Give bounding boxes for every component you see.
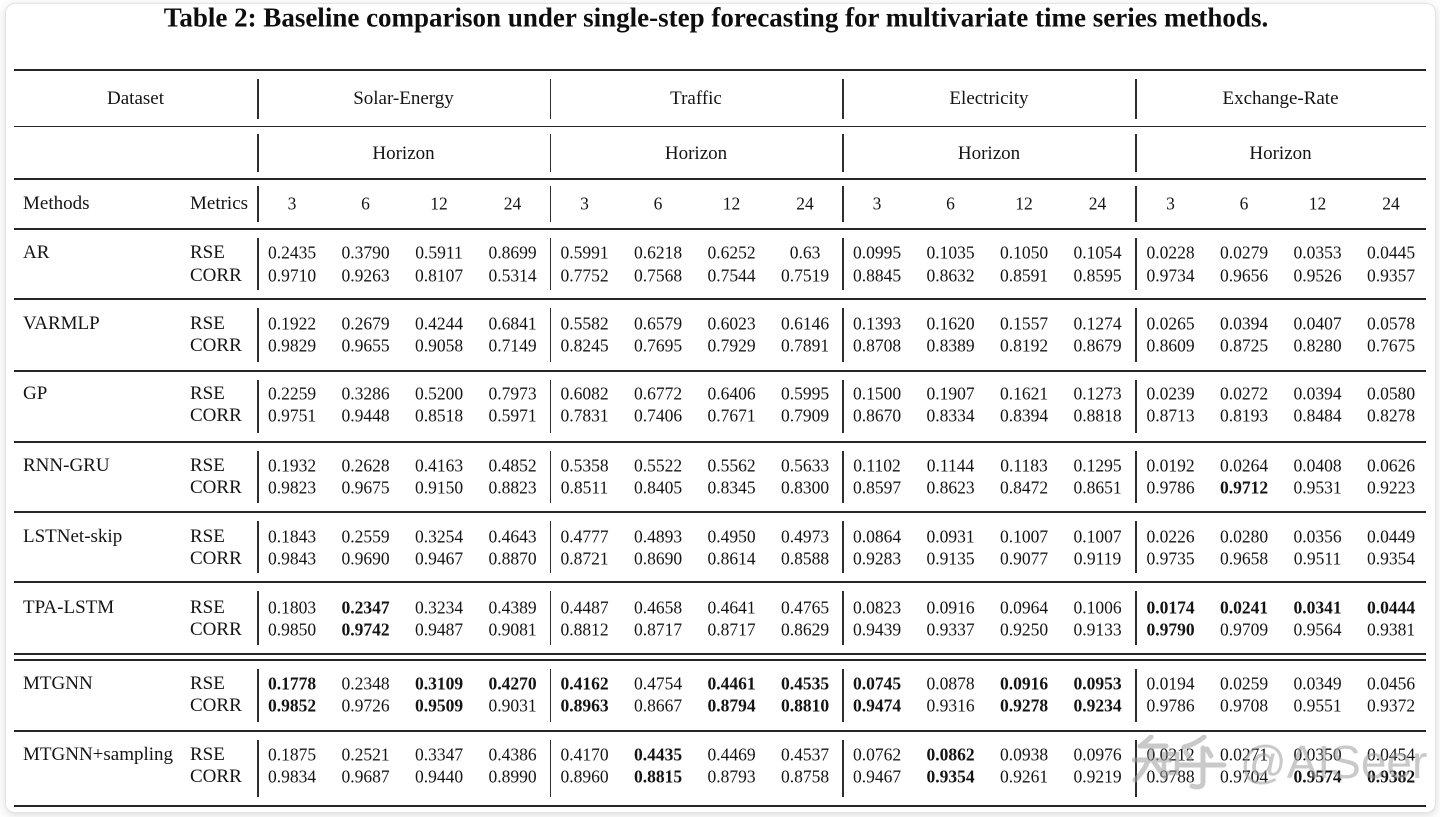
svg-text:@AISeer: @AISeer [1240, 736, 1427, 788]
